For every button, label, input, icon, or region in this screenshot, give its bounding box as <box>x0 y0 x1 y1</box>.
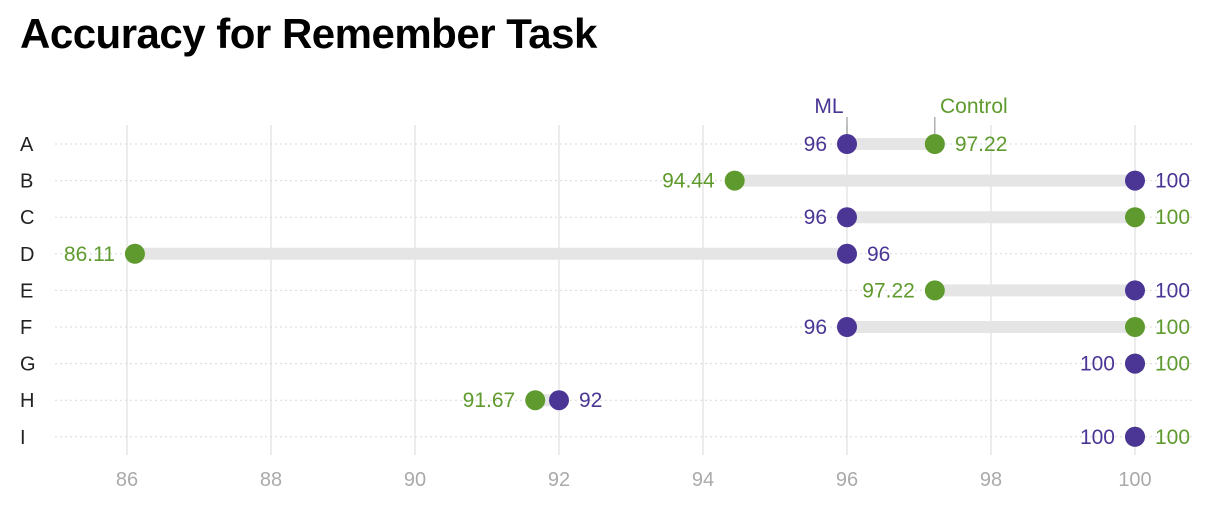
ml-value-label-H: 92 <box>579 389 602 412</box>
control-point-A <box>924 134 945 154</box>
category-label-G: G <box>20 354 36 376</box>
control-point-E <box>924 280 945 301</box>
ml-value-label-G: 100 <box>1080 353 1115 376</box>
x-tick-label-96: 96 <box>836 469 858 491</box>
category-label-A: A <box>20 134 34 156</box>
x-tick-label-88: 88 <box>260 469 282 491</box>
ml-point-F <box>837 317 857 337</box>
control-value-label-G: 100 <box>1155 353 1190 376</box>
ml-point-D <box>837 243 857 264</box>
category-label-B: B <box>20 171 33 193</box>
control-value-label-H: 91.67 <box>463 389 516 412</box>
connectors <box>134 138 1135 407</box>
legend-label-control: Control <box>940 95 1008 118</box>
category-label-I: I <box>20 427 26 449</box>
ml-point-E <box>1125 280 1145 301</box>
ml-value-label-C: 96 <box>804 206 827 229</box>
control-value-label-E: 97.22 <box>862 279 915 302</box>
ml-value-label-A: 96 <box>804 133 827 156</box>
control-point-F <box>1125 317 1145 337</box>
control-value-label-B: 94.44 <box>662 170 715 193</box>
category-label-E: E <box>20 280 33 302</box>
data-points <box>124 134 1145 447</box>
category-label-C: C <box>20 207 34 229</box>
ml-value-label-F: 96 <box>804 316 827 339</box>
data-labels: 96 97.22 100 94.44 96 100 96 86.11 100 97.22 96 100… <box>64 133 1190 449</box>
ml-value-label-I: 100 <box>1080 426 1115 449</box>
ml-value-label-D: 96 <box>867 243 890 266</box>
ml-value-label-B: 100 <box>1155 170 1190 193</box>
ml-point-G <box>1125 353 1145 374</box>
control-point-B <box>724 170 745 191</box>
control-value-label-A: 97.22 <box>955 133 1008 156</box>
control-point-C <box>1125 207 1145 228</box>
ml-point-A <box>837 134 857 154</box>
ml-point-I <box>1125 426 1145 447</box>
ml-point-C <box>837 207 857 228</box>
legend: ML Control <box>814 95 1008 134</box>
x-tick-label-86: 86 <box>116 469 138 491</box>
ml-point-B <box>1125 170 1145 191</box>
x-tick-label-100: 100 <box>1118 469 1151 491</box>
control-value-label-I: 100 <box>1155 426 1190 449</box>
legend-label-ml: ML <box>814 95 843 118</box>
category-label-D: D <box>20 244 34 266</box>
chart-title: Accuracy for Remember Task <box>20 10 597 57</box>
x-tick-label-94: 94 <box>692 469 714 491</box>
control-value-label-D: 86.11 <box>64 243 115 266</box>
x-tick-label-90: 90 <box>404 469 426 491</box>
control-value-label-C: 100 <box>1155 206 1190 229</box>
control-value-label-F: 100 <box>1155 316 1190 339</box>
x-tick-label-92: 92 <box>548 469 570 491</box>
category-label-H: H <box>20 390 34 412</box>
ml-value-label-E: 100 <box>1155 279 1190 302</box>
control-point-D <box>124 243 145 264</box>
category-label-F: F <box>20 317 32 339</box>
ml-point-H <box>549 390 569 411</box>
control-point-H <box>525 390 546 411</box>
x-tick-label-98: 98 <box>980 469 1002 491</box>
